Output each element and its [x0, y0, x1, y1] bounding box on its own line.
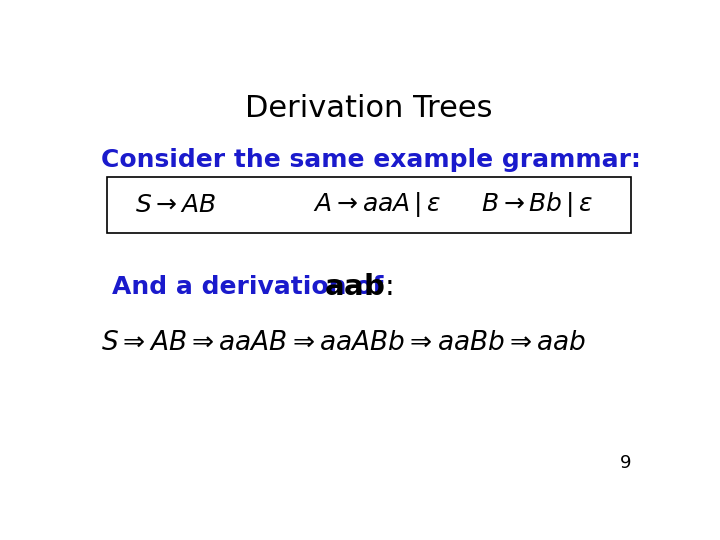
Text: $S \rightarrow AB$: $S \rightarrow AB$: [135, 193, 216, 217]
Text: And a derivation of: And a derivation of: [112, 275, 384, 299]
Text: $A \rightarrow aaA\,|\,\varepsilon$: $A \rightarrow aaA\,|\,\varepsilon$: [313, 191, 441, 219]
Text: Consider the same example grammar:: Consider the same example grammar:: [101, 148, 641, 172]
Text: 9: 9: [620, 454, 631, 472]
Text: $B \rightarrow Bb\,|\,\varepsilon$: $B \rightarrow Bb\,|\,\varepsilon$: [481, 191, 593, 219]
Text: $\mathbf{aab}$:: $\mathbf{aab}$:: [324, 273, 393, 301]
Text: $S \Rightarrow AB \Rightarrow aaAB \Rightarrow aaABb \Rightarrow aaBb \Rightarro: $S \Rightarrow AB \Rightarrow aaAB \Righ…: [101, 330, 587, 356]
Text: Derivation Trees: Derivation Trees: [246, 94, 492, 123]
FancyBboxPatch shape: [107, 177, 631, 233]
